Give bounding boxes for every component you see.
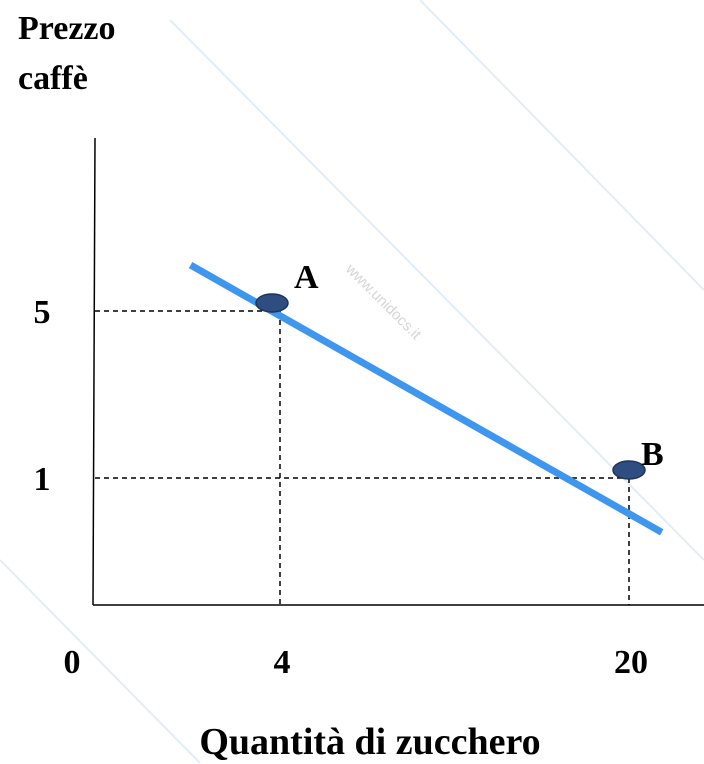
y-axis	[92, 137, 96, 606]
x-tick-label-4: 4	[274, 644, 291, 681]
dashed-guides	[95, 310, 630, 605]
watermark-text: www.unidocs.it	[341, 260, 424, 343]
point-markers: AB	[255, 259, 664, 480]
y-axis-label-line-2: caffè	[18, 60, 88, 97]
y-tick-label-1: 1	[34, 461, 51, 498]
x-tick-label-origin: 0	[64, 644, 81, 681]
point-marker-b	[612, 460, 646, 480]
x-axis-label: Quantità di zucchero	[199, 721, 541, 763]
tick-labels: 0 4 20 5 1	[34, 294, 649, 681]
point-label-a: A	[294, 259, 319, 296]
y-tick-label-5: 5	[34, 294, 51, 331]
x-tick-label-20: 20	[614, 644, 648, 681]
point-marker-a	[255, 293, 289, 313]
point-label-b: B	[641, 436, 664, 473]
y-axis-label-line-1: Prezzo	[18, 10, 116, 47]
